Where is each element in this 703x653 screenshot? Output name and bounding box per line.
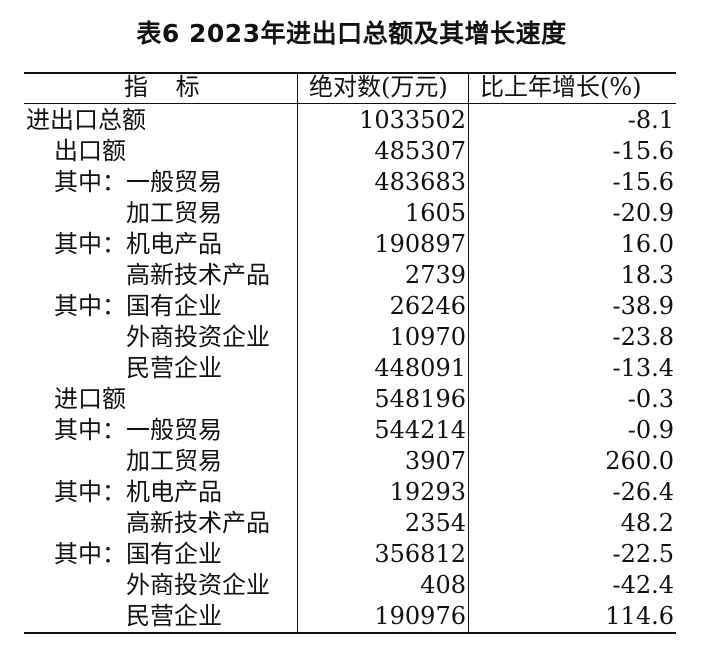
table-row: 进出口总额 1033502 -8.1 bbox=[24, 105, 676, 136]
table-header-rule bbox=[24, 103, 676, 104]
row-indicator-name: 加工贸易 bbox=[126, 199, 222, 227]
row-indicator-name: 高新技术产品 bbox=[126, 261, 270, 289]
row-absolute-value: 408 bbox=[420, 571, 466, 599]
column-divider bbox=[297, 74, 298, 632]
page-title: 表6 2023年进出口总额及其增长速度 bbox=[136, 19, 567, 48]
row-indicator-name: 民营企业 bbox=[126, 602, 222, 630]
row-indicator-name: 其中：一般贸易 bbox=[54, 168, 222, 196]
row-absolute-value: 10970 bbox=[389, 323, 466, 351]
row-growth-rate: -8.1 bbox=[627, 106, 674, 134]
row-absolute-value: 19293 bbox=[389, 478, 466, 506]
table-row: 加工贸易 1605 -20.9 bbox=[24, 198, 676, 229]
table-row: 外商投资企业 10970 -23.8 bbox=[24, 322, 676, 353]
row-absolute-value: 190976 bbox=[374, 602, 466, 630]
table-row: 其中：机电产品 190897 16.0 bbox=[24, 229, 676, 260]
row-indicator-name: 其中：国有企业 bbox=[54, 292, 222, 320]
table-row: 民营企业 448091 -13.4 bbox=[24, 353, 676, 384]
table-row: 其中：国有企业 26246 -38.9 bbox=[24, 291, 676, 322]
row-growth-rate: -23.8 bbox=[612, 323, 674, 351]
row-growth-rate: -26.4 bbox=[612, 478, 674, 506]
row-growth-rate: -0.9 bbox=[627, 416, 674, 444]
table-row: 其中：机电产品 19293 -26.4 bbox=[24, 477, 676, 508]
header-growth-rate: 比上年增长(%) bbox=[480, 73, 642, 101]
table-row: 高新技术产品 2739 18.3 bbox=[24, 260, 676, 291]
column-divider bbox=[468, 74, 469, 632]
row-growth-rate: -0.3 bbox=[627, 385, 674, 413]
row-absolute-value: 1605 bbox=[404, 199, 466, 227]
header-indicator: 指 标 bbox=[124, 73, 210, 101]
header-absolute-value: 绝对数(万元) bbox=[309, 73, 448, 101]
table-row: 加工贸易 3907 260.0 bbox=[24, 446, 676, 477]
row-absolute-value: 485307 bbox=[374, 137, 466, 165]
table-top-rule bbox=[24, 72, 676, 74]
row-absolute-value: 548196 bbox=[374, 385, 466, 413]
row-indicator-name: 其中：机电产品 bbox=[54, 478, 222, 506]
row-indicator-name: 出口额 bbox=[54, 137, 126, 165]
row-growth-rate: 18.3 bbox=[620, 261, 674, 289]
row-indicator-name: 其中：机电产品 bbox=[54, 230, 222, 258]
table-row: 民营企业 190976 114.6 bbox=[24, 601, 676, 632]
row-indicator-name: 民营企业 bbox=[126, 354, 222, 382]
table-row: 外商投资企业 408 -42.4 bbox=[24, 570, 676, 601]
row-indicator-name: 外商投资企业 bbox=[126, 571, 270, 599]
table-row: 高新技术产品 2354 48.2 bbox=[24, 508, 676, 539]
row-indicator-name: 其中：一般贸易 bbox=[54, 416, 222, 444]
row-indicator-name: 外商投资企业 bbox=[126, 323, 270, 351]
row-growth-rate: 16.0 bbox=[620, 230, 674, 258]
row-absolute-value: 3907 bbox=[404, 447, 466, 475]
row-growth-rate: 48.2 bbox=[620, 509, 674, 537]
row-growth-rate: -15.6 bbox=[612, 168, 674, 196]
row-growth-rate: -42.4 bbox=[612, 571, 674, 599]
row-indicator-name: 进口额 bbox=[54, 385, 126, 413]
row-growth-rate: -15.6 bbox=[612, 137, 674, 165]
row-absolute-value: 26246 bbox=[389, 292, 466, 320]
table-row: 其中：一般贸易 544214 -0.9 bbox=[24, 415, 676, 446]
row-absolute-value: 448091 bbox=[374, 354, 466, 382]
row-absolute-value: 544214 bbox=[374, 416, 466, 444]
row-absolute-value: 2354 bbox=[404, 509, 466, 537]
row-indicator-name: 加工贸易 bbox=[126, 447, 222, 475]
row-absolute-value: 356812 bbox=[374, 540, 466, 568]
row-absolute-value: 1033502 bbox=[359, 106, 466, 134]
row-absolute-value: 483683 bbox=[374, 168, 466, 196]
table-row: 其中：国有企业 356812 -22.5 bbox=[24, 539, 676, 570]
row-growth-rate: -13.4 bbox=[612, 354, 674, 382]
row-absolute-value: 190897 bbox=[374, 230, 466, 258]
row-indicator-name: 其中：国有企业 bbox=[54, 540, 222, 568]
table-row: 进口额 548196 -0.3 bbox=[24, 384, 676, 415]
row-growth-rate: 114.6 bbox=[605, 602, 674, 630]
row-growth-rate: -22.5 bbox=[612, 540, 674, 568]
row-indicator-name: 进出口总额 bbox=[26, 106, 146, 134]
table-bottom-rule bbox=[24, 632, 676, 634]
table-body: 进出口总额 1033502 -8.1 出口额 485307 -15.6 其中：一般贸易 483… bbox=[24, 105, 676, 632]
row-growth-rate: -38.9 bbox=[612, 292, 674, 320]
table-row: 出口额 485307 -15.6 bbox=[24, 136, 676, 167]
row-absolute-value: 2739 bbox=[404, 261, 466, 289]
row-indicator-name: 高新技术产品 bbox=[126, 509, 270, 537]
row-growth-rate: 260.0 bbox=[605, 447, 674, 475]
row-growth-rate: -20.9 bbox=[612, 199, 674, 227]
table-row: 其中：一般贸易 483683 -15.6 bbox=[24, 167, 676, 198]
table-header: 指 标 绝对数(万元) 比上年增长(%) bbox=[24, 73, 676, 103]
